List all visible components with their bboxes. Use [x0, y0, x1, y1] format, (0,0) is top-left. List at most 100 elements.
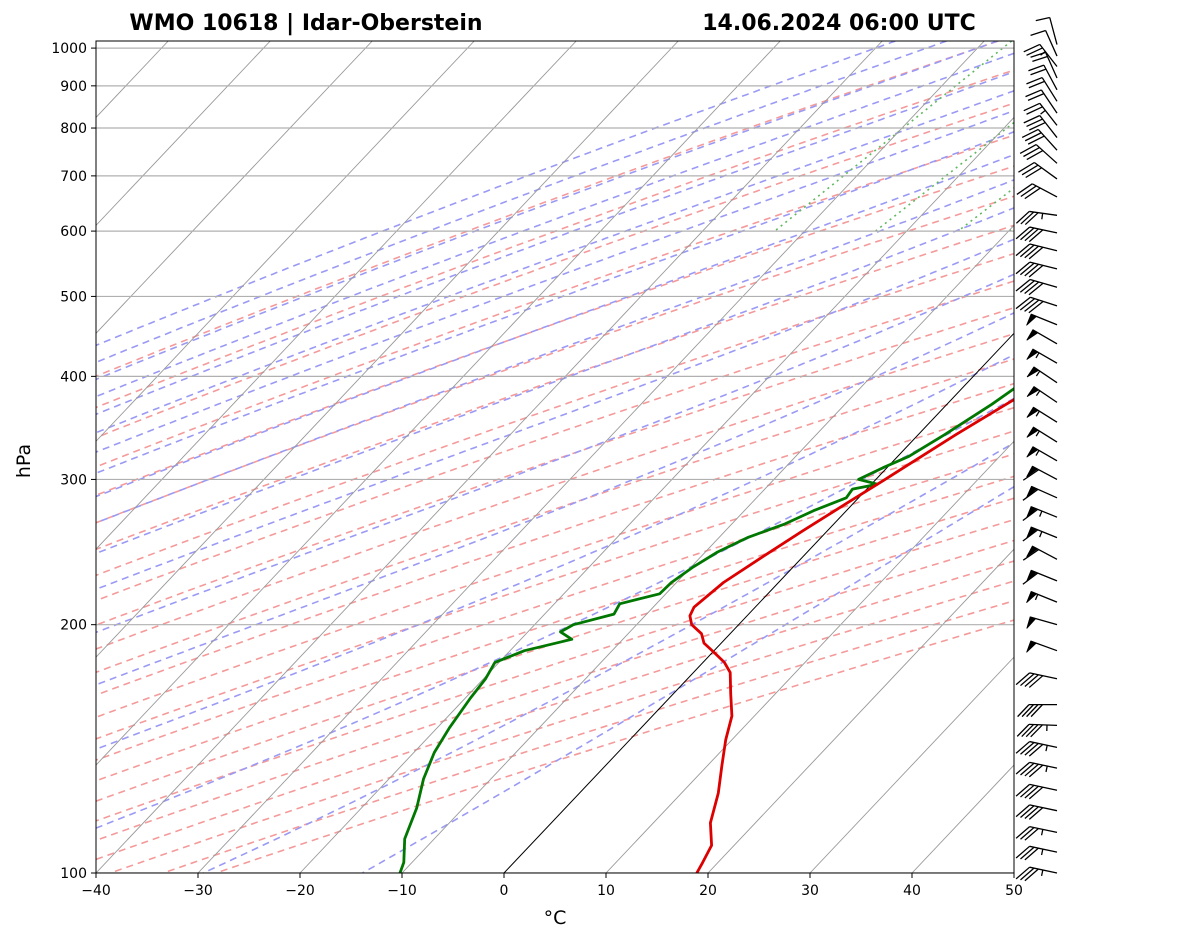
y-tick-label: 600 — [60, 224, 87, 240]
y-tick-label: 400 — [60, 369, 87, 385]
y-tick-label: 1000 — [51, 41, 87, 57]
dry-adiabat-line — [96, 102, 1014, 439]
wind-barb — [1026, 616, 1058, 629]
wind-barb — [1026, 76, 1058, 102]
moist-adiabat-line — [96, 41, 896, 347]
wind-barb — [1015, 804, 1058, 820]
y-tick-label: 300 — [60, 472, 87, 488]
wind-barb — [1022, 569, 1058, 585]
x-tick-label: 20 — [699, 883, 717, 899]
wind-barb — [1022, 465, 1058, 481]
isotherm-line — [809, 656, 1014, 873]
dry-adiabat-line — [96, 224, 1014, 551]
wind-barb — [1015, 783, 1058, 800]
wind-barb — [1026, 446, 1058, 462]
wind-barb — [1015, 672, 1058, 688]
wind-barb — [1026, 366, 1058, 384]
dry-adiabat-line — [96, 518, 1014, 822]
dry-adiabat-line — [96, 306, 1014, 626]
wind-barb — [1035, 16, 1058, 45]
moist-adiabat-line — [96, 41, 998, 381]
x-tick-label: −10 — [387, 883, 417, 899]
wind-barb — [1016, 183, 1058, 200]
isotherm-line — [299, 116, 1014, 873]
wind-barb — [1026, 640, 1058, 653]
moist-adiabat-line — [96, 207, 1014, 555]
plot-frame — [95, 40, 1015, 874]
wind-barb — [1015, 866, 1058, 882]
dry-adiabat-line — [96, 382, 1014, 696]
plot-area — [96, 41, 1014, 873]
x-tick-label: 0 — [500, 883, 509, 899]
x-tick-label: −20 — [285, 883, 315, 899]
moist-adiabat-line — [96, 89, 1014, 434]
moist-adiabat-line — [96, 52, 1014, 398]
wind-barb — [1015, 296, 1058, 314]
dry-adiabat-line — [96, 69, 1014, 409]
isotherm-line — [96, 41, 883, 873]
moist-adiabat-line — [96, 130, 1014, 475]
x-axis-label: °C — [544, 907, 567, 929]
x-tick-label: −40 — [81, 883, 111, 899]
wind-barb — [1026, 591, 1058, 604]
moist-adiabat-line — [96, 70, 1014, 416]
y-axis-ticks: 1000 900 800 700 600 500 400 300 200 100 — [51, 41, 96, 882]
isotherm-line — [96, 41, 679, 658]
y-tick-label: 900 — [60, 79, 87, 95]
zero-degree-isotherm — [503, 332, 1014, 873]
wind-barb — [1022, 526, 1058, 542]
y-tick-label: 100 — [60, 866, 87, 882]
wind-barb — [1021, 128, 1058, 151]
mixing-ratio-lines — [774, 41, 1014, 232]
mixing-ratio-line — [957, 187, 1014, 232]
wind-barb — [1022, 545, 1058, 561]
isotherm-line — [96, 41, 781, 766]
moist-adiabat-line — [96, 153, 1014, 498]
wind-barb — [1015, 740, 1058, 757]
wind-barb — [1018, 161, 1058, 180]
isotherm-line — [96, 41, 577, 550]
isotherm-line — [197, 41, 985, 873]
isotherm-line — [707, 548, 1014, 873]
wind-barb — [1025, 89, 1058, 114]
wind-barb — [1026, 329, 1058, 345]
wind-barb — [1015, 210, 1058, 226]
wind-barb — [1015, 226, 1058, 243]
pressure-gridlines — [96, 47, 1014, 873]
dewpoint-line — [398, 386, 1014, 873]
wind-barb — [1015, 845, 1058, 861]
wind-barb — [1022, 485, 1058, 501]
dry-adiabat-line — [96, 475, 1014, 782]
y-tick-label: 800 — [60, 121, 87, 137]
wind-barb — [1023, 102, 1058, 126]
moist-adiabat-line — [96, 273, 1014, 634]
x-tick-label: 50 — [1005, 883, 1023, 899]
x-tick-label: −30 — [183, 883, 213, 899]
wind-barb — [1026, 426, 1058, 443]
moist-adiabat-line — [96, 179, 1014, 524]
wind-barb — [1015, 761, 1058, 778]
wind-barb — [1015, 261, 1058, 278]
dry-adiabat-line — [96, 406, 1014, 719]
x-axis-ticks: −40 −30 −20 −10 0 10 20 30 40 50 — [81, 873, 1023, 899]
y-axis-label: hPa — [13, 444, 35, 478]
isotherm-line — [96, 41, 271, 227]
chart-title-station: WMO 10618 | Idar-Oberstein — [129, 11, 482, 36]
wind-barb — [1023, 114, 1058, 138]
wind-barb — [1022, 506, 1058, 522]
isotherm-line — [605, 440, 1014, 873]
wind-barbs — [1015, 16, 1058, 882]
wind-barb — [1016, 723, 1058, 738]
moist-adiabat-line — [96, 238, 1014, 591]
mixing-ratio-line — [774, 41, 1013, 232]
wind-barb — [1028, 64, 1058, 91]
wind-barb — [1023, 43, 1058, 67]
chart-title-datetime: 14.06.2024 06:00 UTC — [702, 11, 976, 36]
wind-barb — [1015, 278, 1058, 296]
y-tick-label: 200 — [60, 618, 87, 634]
wind-barb — [1017, 703, 1057, 718]
x-tick-label: 10 — [597, 883, 615, 899]
moist-adiabat-line — [96, 41, 947, 364]
wind-barb — [1026, 348, 1058, 364]
